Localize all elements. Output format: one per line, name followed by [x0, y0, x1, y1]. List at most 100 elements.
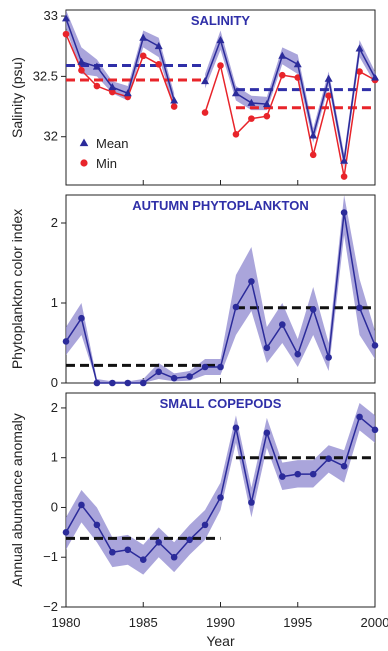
data-point [62, 338, 70, 345]
data-point [309, 306, 317, 313]
legend: Mean Min [79, 136, 129, 171]
data-point [62, 30, 70, 38]
data-point [279, 71, 286, 79]
y-tick-label: 33 [44, 8, 58, 23]
data-point [278, 51, 287, 59]
data-point [294, 470, 302, 478]
data-point [324, 74, 333, 82]
data-point [170, 374, 178, 382]
panel-title: SMALL COPEPODS [160, 396, 282, 411]
data-point [217, 363, 224, 371]
data-point [248, 278, 255, 285]
data-point [293, 60, 302, 68]
legend-marker-mean [79, 138, 89, 147]
data-point [262, 99, 271, 108]
data-point [186, 373, 193, 380]
data-point [62, 529, 70, 536]
data-point [371, 342, 379, 349]
x-tick-label: 2000 [361, 615, 388, 630]
data-point [356, 68, 363, 75]
data-point [124, 379, 132, 387]
data-point [139, 33, 148, 41]
data-point [155, 539, 162, 546]
data-point [78, 501, 85, 509]
data-point [309, 131, 318, 139]
data-point [170, 96, 179, 104]
data-point [232, 303, 240, 311]
y-tick-label: 2 [51, 400, 58, 415]
data-point [170, 103, 178, 110]
data-point [371, 73, 379, 81]
error-band [205, 30, 375, 169]
data-point [139, 556, 147, 564]
data-point [78, 314, 85, 322]
x-tick-label: 1980 [52, 615, 81, 630]
data-point [77, 57, 86, 65]
data-point [201, 77, 210, 85]
phytoplankton-panel: 0 1 2 Phytoplankton color index AUTUMN PHYTO… [9, 194, 379, 390]
data-point [263, 344, 271, 352]
data-point [186, 536, 193, 544]
year-axis: 1980 1985 1990 1995 2000 Year [52, 615, 388, 649]
data-point [279, 321, 286, 328]
series-line [204, 37, 376, 162]
data-point [155, 368, 162, 376]
copepods-panel: −2 −1 0 1 2 Annual abundance anomaly SMALL COP… [9, 392, 379, 614]
y-tick-label: 32.5 [33, 68, 58, 83]
data-point [139, 52, 147, 60]
data-point [247, 98, 256, 106]
y-tick-label: 1 [51, 295, 58, 310]
y-tick-label: −2 [43, 599, 58, 614]
data-point [108, 83, 117, 91]
x-tick-label: 1990 [206, 615, 235, 630]
data-point [232, 424, 240, 432]
y-tick-label: 0 [51, 499, 58, 514]
data-point [340, 209, 348, 216]
data-point [356, 413, 363, 421]
data-point [309, 151, 317, 159]
error-band [66, 10, 175, 108]
data-point [62, 14, 70, 22]
x-axis-label: Year [206, 633, 235, 649]
data-point [155, 61, 162, 68]
legend-label: Min [96, 156, 117, 171]
data-point [109, 88, 116, 96]
data-point [340, 173, 348, 180]
error-band [66, 402, 375, 575]
data-point [92, 62, 101, 70]
x-tick-label: 1995 [283, 615, 312, 630]
data-point [201, 109, 209, 116]
data-point [78, 67, 85, 74]
data-point [170, 553, 178, 561]
data-point [325, 455, 332, 462]
data-point [93, 379, 101, 387]
data-point [123, 89, 132, 97]
data-point [355, 44, 364, 52]
data-point [217, 62, 224, 69]
series-line [204, 62, 376, 177]
data-point [248, 115, 255, 122]
legend-marker-min [80, 159, 88, 167]
data-point [109, 379, 116, 387]
y-tick-label: 1 [51, 450, 58, 465]
data-point [340, 156, 349, 164]
data-point [248, 499, 255, 506]
y-tick-label: 0 [51, 375, 58, 390]
x-tick-label: 1985 [129, 615, 158, 630]
salinity-panel: 32 32.5 33 Salinity (psu) SALINITY Mean Min [9, 8, 379, 186]
data-point [217, 494, 224, 501]
data-point [263, 112, 271, 120]
data-point [231, 89, 240, 97]
y-axis-label: Phytoplankton color index [9, 209, 25, 369]
data-point [93, 82, 101, 90]
data-point [279, 473, 286, 480]
data-point [263, 429, 271, 437]
data-point [139, 379, 147, 387]
y-tick-label: 2 [51, 215, 58, 230]
y-tick-label: 32 [44, 129, 58, 144]
data-point [93, 521, 101, 529]
y-tick-label: −1 [43, 549, 58, 564]
data-point [371, 426, 379, 434]
y-axis-label: Salinity (psu) [9, 57, 25, 138]
